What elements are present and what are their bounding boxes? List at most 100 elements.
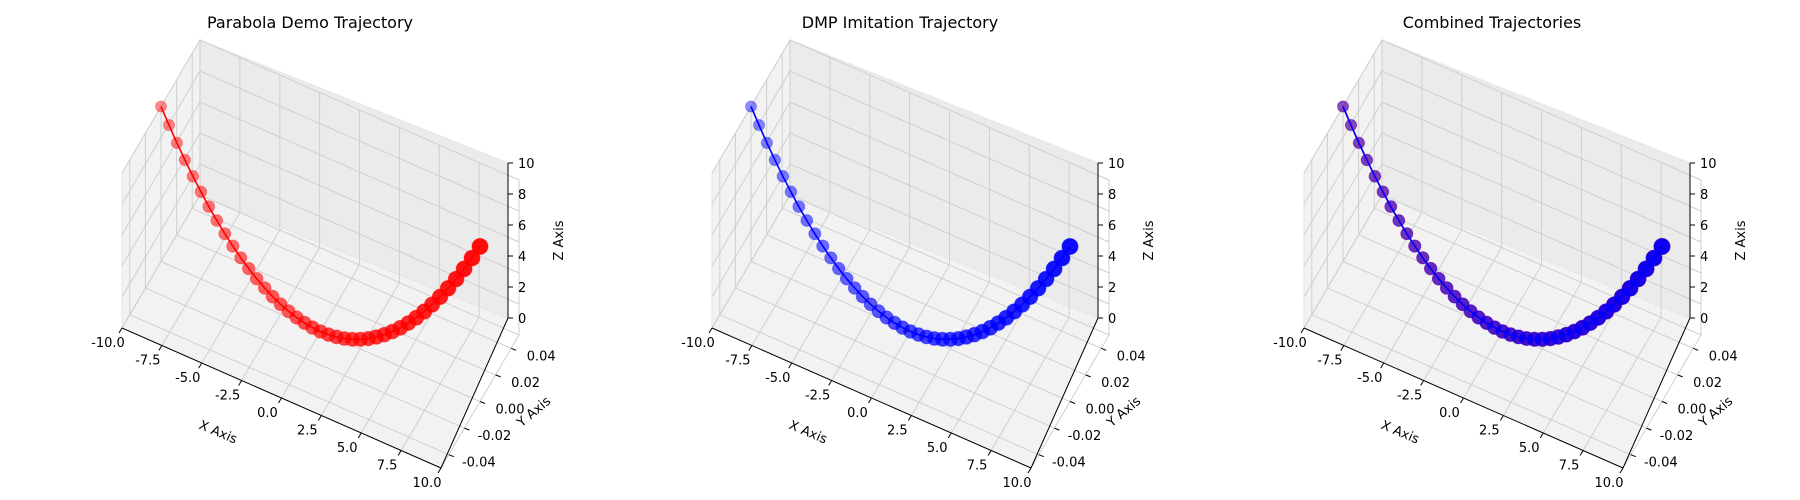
x-tick-label: 0.0 bbox=[847, 406, 868, 421]
z-tick-label: 0 bbox=[518, 312, 526, 327]
x-tick-label: -2.5 bbox=[215, 389, 240, 404]
y-tick-mark bbox=[1677, 374, 1683, 378]
x-tick-mark bbox=[1499, 415, 1504, 421]
y-tick-label: 0.00 bbox=[496, 403, 525, 418]
z-tick-label: 4 bbox=[1108, 250, 1116, 265]
x-tick-mark bbox=[397, 450, 402, 456]
y-tick-mark bbox=[511, 347, 517, 351]
x-tick-mark bbox=[748, 345, 753, 351]
y-tick-label: -0.02 bbox=[478, 429, 512, 444]
z-axis-label: Z Axis bbox=[552, 220, 567, 260]
x-tick-label: -5.0 bbox=[1357, 371, 1382, 386]
chart-panel-2: -10.0 -7.5 -5.0 -2.5 0.0 2.5 5.0 7.5 10.0 -0.04 -0… bbox=[681, 13, 1157, 491]
gridline-z bbox=[121, 101, 520, 243]
y-tick-label: 0.02 bbox=[511, 376, 540, 391]
x-tick-mark bbox=[1579, 450, 1584, 456]
z-tick-label: 8 bbox=[1700, 188, 1708, 203]
x-tick-label: 10.0 bbox=[1003, 476, 1032, 491]
chart-title: DMP Imitation Trajectory bbox=[802, 13, 998, 32]
y-axis-line bbox=[1622, 317, 1691, 469]
chart-panel-1: -10.0 -7.5 -5.0 -2.5 0.0 2.5 5.0 7.5 10.0 -0.04 -0… bbox=[91, 13, 567, 491]
z-tick-label: 6 bbox=[518, 219, 526, 234]
gridline-z bbox=[1303, 132, 1702, 274]
z-tick-label: 10 bbox=[518, 157, 535, 172]
z-tick-label: 10 bbox=[1700, 157, 1717, 172]
x-tick-mark bbox=[198, 362, 203, 369]
x-tick-mark bbox=[1539, 432, 1544, 439]
x-tick-mark bbox=[708, 327, 713, 334]
x-tick-label: -10.0 bbox=[1273, 336, 1307, 351]
series-line bbox=[160, 106, 481, 341]
z-tick-label: 10 bbox=[1108, 157, 1125, 172]
x-tick-mark bbox=[158, 345, 163, 351]
x-tick-mark bbox=[1300, 327, 1305, 334]
x-tick-label: -2.5 bbox=[805, 389, 830, 404]
x-tick-mark bbox=[828, 380, 833, 386]
y-axis-line bbox=[1030, 317, 1099, 469]
z-axis-label: Z Axis bbox=[1142, 220, 1157, 260]
gridline-z bbox=[121, 163, 520, 305]
x-tick-label: 0.0 bbox=[257, 406, 278, 421]
y-tick-mark bbox=[1646, 427, 1652, 431]
z-tick-label: 0 bbox=[1700, 312, 1708, 327]
y-tick-label: -0.02 bbox=[1660, 429, 1694, 444]
chart-title: Parabola Demo Trajectory bbox=[207, 13, 413, 32]
y-tick-label: 0.02 bbox=[1101, 376, 1130, 391]
y-tick-label: 0.00 bbox=[1086, 403, 1115, 418]
x-tick-label: 10.0 bbox=[413, 476, 442, 491]
y-tick-label: -0.02 bbox=[1068, 429, 1102, 444]
y-tick-mark bbox=[1069, 401, 1076, 404]
chart-panel-3: -10.0 -7.5 -5.0 -2.5 0.0 2.5 5.0 7.5 10.0 -0.04 -0… bbox=[1273, 13, 1749, 491]
y-tick-label: 0.04 bbox=[527, 349, 556, 364]
y-tick-mark bbox=[1661, 401, 1668, 404]
z-tick-label: 8 bbox=[518, 188, 526, 203]
gridline-z bbox=[121, 70, 520, 212]
z-tick-label: 6 bbox=[1108, 219, 1116, 234]
chart-title: Combined Trajectories bbox=[1403, 13, 1582, 32]
x-tick-mark bbox=[907, 415, 912, 421]
x-tick-label: 7.5 bbox=[377, 459, 398, 474]
gridline-z bbox=[1303, 101, 1702, 243]
x-tick-mark bbox=[1619, 467, 1624, 474]
x-tick-label: 5.0 bbox=[337, 441, 358, 456]
y-tick-mark bbox=[1101, 347, 1107, 351]
gridline-z bbox=[711, 132, 1110, 274]
z-tick-label: 2 bbox=[1108, 281, 1116, 296]
y-tick-mark bbox=[1038, 454, 1044, 458]
x-tick-label: -7.5 bbox=[725, 354, 750, 369]
y-tick-mark bbox=[464, 427, 470, 431]
z-tick-label: 4 bbox=[518, 250, 526, 265]
x-tick-mark bbox=[238, 380, 243, 386]
x-tick-mark bbox=[1380, 362, 1385, 369]
series-line bbox=[750, 106, 1071, 341]
gridline-z bbox=[711, 70, 1110, 212]
y-tick-mark bbox=[1693, 347, 1699, 351]
x-tick-mark bbox=[118, 327, 123, 334]
z-tick-label: 0 bbox=[1108, 312, 1116, 327]
x-tick-label: 5.0 bbox=[927, 441, 948, 456]
x-tick-label: 7.5 bbox=[1559, 459, 1580, 474]
x-tick-label: -5.0 bbox=[765, 371, 790, 386]
series-line bbox=[1342, 106, 1663, 341]
x-tick-label: -7.5 bbox=[1317, 354, 1342, 369]
y-tick-label: -0.04 bbox=[1644, 456, 1678, 471]
gridline-z bbox=[1303, 70, 1702, 212]
x-tick-mark bbox=[1027, 467, 1032, 474]
z-tick-label: 2 bbox=[1700, 281, 1708, 296]
z-tick-label: 2 bbox=[518, 281, 526, 296]
x-tick-mark bbox=[788, 362, 793, 369]
y-tick-label: -0.04 bbox=[462, 456, 496, 471]
z-tick-label: 4 bbox=[1700, 250, 1708, 265]
gridline-z bbox=[1303, 163, 1702, 305]
x-tick-mark bbox=[278, 397, 282, 404]
x-tick-mark bbox=[1420, 380, 1425, 386]
y-tick-mark bbox=[1054, 427, 1060, 431]
y-tick-label: 0.04 bbox=[1709, 349, 1738, 364]
y-tick-label: -0.04 bbox=[1052, 456, 1086, 471]
x-tick-mark bbox=[1460, 397, 1464, 404]
x-tick-mark bbox=[868, 397, 872, 404]
x-tick-label: 5.0 bbox=[1519, 441, 1540, 456]
x-tick-label: 2.5 bbox=[887, 424, 908, 439]
y-tick-mark bbox=[448, 454, 454, 458]
y-tick-label: 0.02 bbox=[1693, 376, 1722, 391]
